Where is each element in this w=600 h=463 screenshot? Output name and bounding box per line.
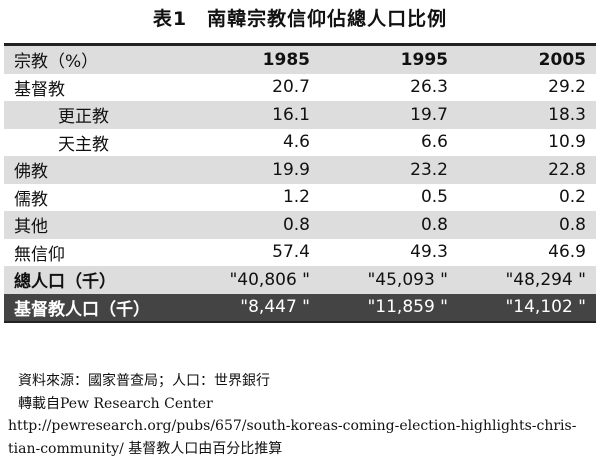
header-cell: 2005 (458, 44, 596, 74)
value-cell: 16.1 (182, 101, 320, 129)
header-cell: 1985 (182, 44, 320, 74)
table-row: 佛教 19.9 23.2 22.8 (4, 156, 596, 184)
notes: 資料來源：國家普查局；人口：世界銀行 轉載自Pew Research Center… (8, 370, 598, 460)
value-cell: 46.9 (548, 242, 586, 263)
value-cell: "40,806 " (182, 266, 320, 294)
note-line: 資料來源：國家普查局；人口：世界銀行 (18, 373, 270, 389)
row-label: 佛教 (4, 156, 182, 184)
header-cell: 宗教（%） (4, 44, 182, 74)
value-cell: 0.8 (458, 211, 596, 239)
value-cell: 29.2 (548, 77, 586, 98)
value-cell: 1.2 (282, 187, 310, 208)
value-cell: "48,294 " (458, 266, 596, 294)
value-cell: 0.2 (558, 187, 586, 208)
table-row: 總人口（千） "40,806 " "45,093 " "48,294 " (4, 266, 596, 294)
table-row: 天主教 4.6 6.6 10.9 (4, 129, 596, 157)
value-cell: 18.3 (458, 101, 596, 129)
value-cell: 23.2 (320, 156, 458, 184)
row-label: 總人口（千） (4, 266, 182, 294)
table-row: 基督教 20.7 26.3 29.2 (4, 74, 596, 102)
value-cell: 19.7 (320, 101, 458, 129)
value-cell: 49.3 (410, 242, 448, 263)
value-cell: 26.3 (410, 77, 448, 98)
value-cell: 4.6 (282, 132, 310, 153)
value-cell: 19.9 (182, 156, 320, 184)
value-cell: 22.8 (458, 156, 596, 184)
note-line: 轉載自Pew Research Center (18, 395, 213, 412)
row-label: 天主教 (58, 134, 109, 155)
note-line: tian-community/ 基督教人口由百分比推算 (8, 440, 283, 457)
note-line: http://pewresearch.org/pubs/657/south-ko… (8, 418, 577, 434)
value-cell: "11,859 " (320, 293, 458, 322)
row-label: 無信仰 (14, 244, 65, 265)
religion-table: 宗教（%） 1985 1995 2005 基督教 20.7 26.3 29.2 更正教 16.1 1… (4, 43, 596, 323)
header-cell: 1995 (320, 44, 458, 74)
value-cell: 0.5 (420, 187, 448, 208)
header-row: 宗教（%） 1985 1995 2005 (4, 44, 596, 74)
value-cell: 20.7 (272, 77, 310, 98)
row-label: 更正教 (4, 101, 182, 129)
row-label: 基督教 (14, 79, 65, 100)
value-cell: 10.9 (548, 132, 586, 153)
table-row: 無信仰 57.4 49.3 46.9 (4, 239, 596, 267)
table-row: 其他 0.8 0.8 0.8 (4, 211, 596, 239)
row-label: 基督教人口（千） (4, 293, 182, 322)
value-cell: 0.8 (320, 211, 458, 239)
value-cell: 6.6 (420, 132, 448, 153)
table-title: 表1 南韓宗教信仰佔總人口比例 (152, 8, 448, 30)
row-label: 其他 (4, 211, 182, 239)
value-cell: 57.4 (272, 242, 310, 263)
value-cell: "8,447 " (182, 293, 320, 322)
table-row: 更正教 16.1 19.7 18.3 (4, 101, 596, 129)
value-cell: "14,102 " (458, 293, 596, 322)
table-row: 基督教人口（千） "8,447 " "11,859 " "14,102 " (4, 293, 596, 322)
table-row: 儒教 1.2 0.5 0.2 (4, 184, 596, 212)
value-cell: "45,093 " (320, 266, 458, 294)
row-label: 儒教 (14, 189, 48, 210)
value-cell: 0.8 (182, 211, 320, 239)
